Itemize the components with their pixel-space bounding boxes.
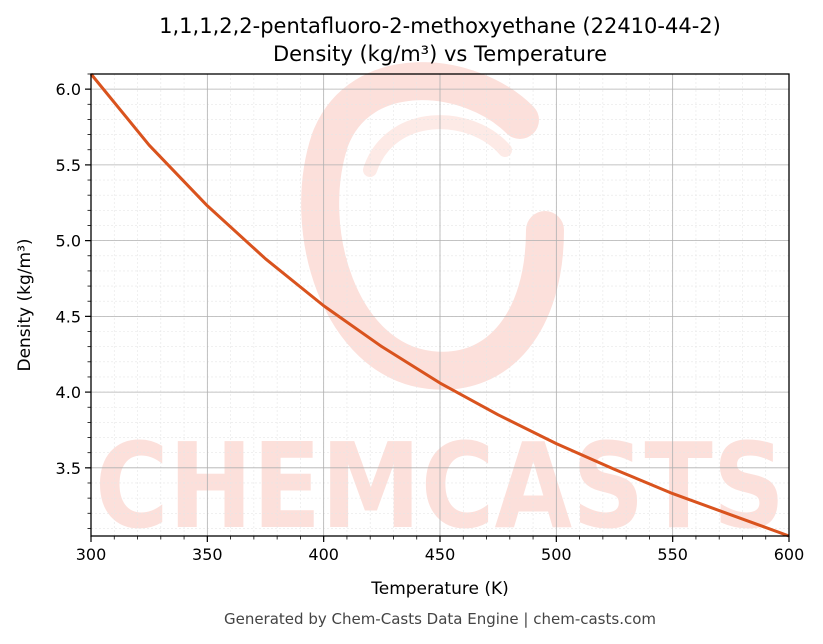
y-tick-label: 4.5: [56, 307, 81, 326]
y-axis: 3.5 4.0 4.5 5.0 5.5 6.0: [56, 73, 91, 529]
y-tick-label: 6.0: [56, 80, 81, 99]
x-tick-label: 600: [774, 545, 805, 564]
x-tick-label: 550: [657, 545, 688, 564]
x-axis-label: Temperature (K): [370, 579, 509, 599]
x-tick-label: 400: [308, 545, 339, 564]
x-tick-label: 450: [425, 545, 456, 564]
x-tick-label: 350: [192, 545, 223, 564]
y-tick-label: 3.5: [56, 459, 81, 478]
y-tick-label: 5.5: [56, 156, 81, 175]
chart-title-line1: 1,1,1,2,2-pentafluoro-2-methoxyethane (2…: [159, 14, 721, 38]
y-tick-label: 4.0: [56, 383, 81, 402]
y-axis-label: Density (kg/m³): [15, 238, 35, 371]
watermark-logo-icon: [301, 62, 564, 390]
x-tick-label: 500: [541, 545, 572, 564]
major-grid: [90, 74, 790, 536]
footer-credit: Generated by Chem-Casts Data Engine | ch…: [224, 610, 656, 628]
x-tick-label: 300: [76, 545, 107, 564]
x-axis: 300 350 400 450 500 550 600: [76, 536, 805, 564]
series-line-density: [89, 73, 790, 538]
y-tick-label: 5.0: [56, 232, 81, 251]
chart-title-line2: Density (kg/m³) vs Temperature: [273, 42, 607, 66]
